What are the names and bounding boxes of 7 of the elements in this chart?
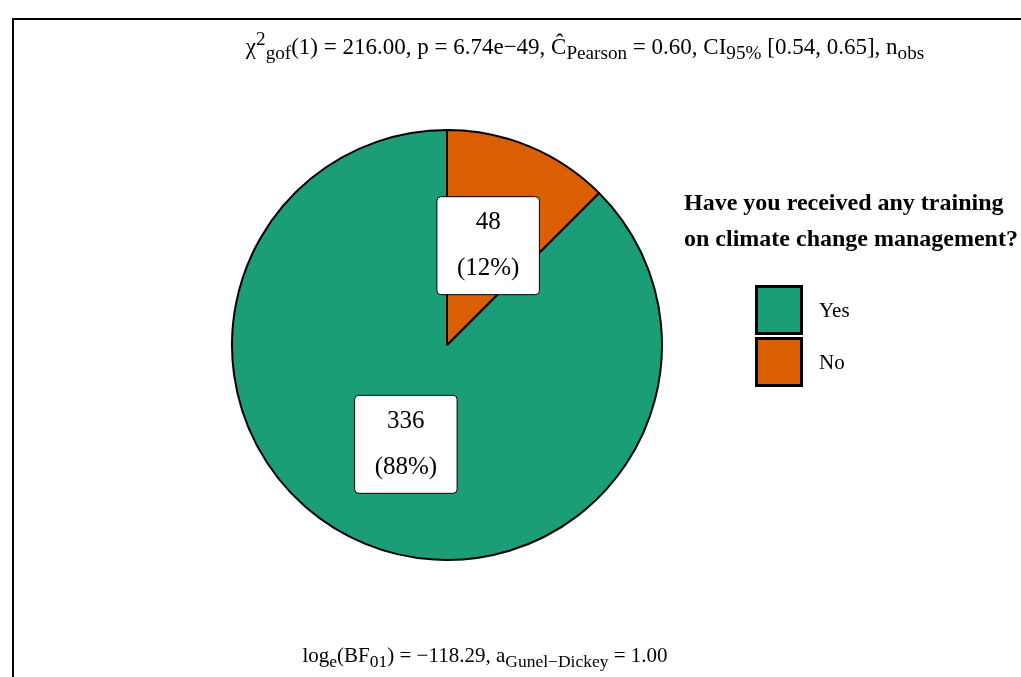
- text: χ$^{2}$$_{gof}$(1) = 216.00, p = 6.74e−49, Ĉ$_{Pearson}$ = 0.60, CI$_{95%}$ [0.54, 0.65], n$_{obs}$: [245, 28, 925, 64]
- legend-label: No: [819, 349, 845, 375]
- legend-label: Yes: [819, 297, 850, 323]
- legend-title: Have you received any training on climate change management?: [684, 188, 1019, 253]
- data-label: 48 (12%): [456, 207, 520, 282]
- data-label: 336 (88%): [374, 405, 438, 480]
- text: log$_{e}$(BF$_{01}$) = −118.29, a$_{Gunel−Dickey}$ = 1.00: [301, 643, 669, 673]
